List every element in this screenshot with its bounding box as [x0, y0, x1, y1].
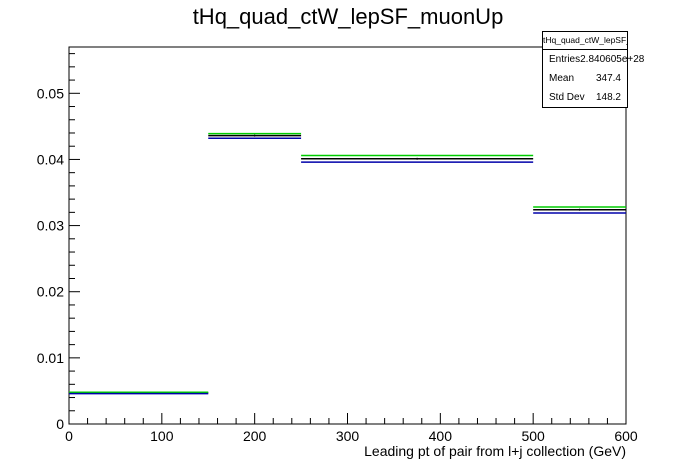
x-tick-label: 100 — [150, 428, 174, 444]
stats-row-mean: Mean 347.4 — [543, 69, 627, 88]
y-tick-label: 0.01 — [37, 350, 64, 366]
x-tick-label: 200 — [243, 428, 267, 444]
y-tick-label: 0.05 — [37, 85, 64, 101]
stats-entries-label: Entries — [549, 54, 581, 65]
y-tick-label: 0.03 — [37, 218, 64, 234]
stats-row-stddev: Std Dev 148.2 — [543, 88, 627, 107]
stats-row-entries: Entries 2.840605e+28 — [543, 50, 644, 69]
axis-ticks: 0 100 200 300 400 500 600 0 0.01 0.02 0.03 0.04 0.05 — [37, 53, 638, 444]
stats-title: tHq_quad_ctW_lepSF_muonUp — [543, 32, 627, 50]
x-tick-label: 500 — [521, 428, 545, 444]
x-tick-label: 300 — [336, 428, 360, 444]
stats-box: tHq_quad_ctW_lepSF_muonUp Entries 2.8406… — [542, 31, 644, 108]
stats-mean-value: 347.4 — [595, 73, 621, 84]
stats-mean-label: Mean — [549, 73, 575, 84]
stats-stddev-label: Std Dev — [549, 92, 585, 103]
x-tick-label: 400 — [429, 428, 453, 444]
histogram-series — [69, 132, 626, 395]
y-tick-label: 0.02 — [37, 284, 64, 300]
chart-title: tHq_quad_ctW_lepSF_muonUp — [193, 4, 504, 29]
x-tick-label: 600 — [614, 428, 638, 444]
x-tick-label: 0 — [65, 428, 73, 444]
y-tick-label: 0 — [56, 416, 64, 432]
x-axis-label: Leading pt of pair from l+j collection (… — [364, 443, 626, 459]
stats-stddev-value: 148.2 — [595, 92, 621, 103]
y-tick-label: 0.04 — [37, 151, 64, 167]
stats-entries-value: 2.840605e+28 — [580, 54, 645, 65]
